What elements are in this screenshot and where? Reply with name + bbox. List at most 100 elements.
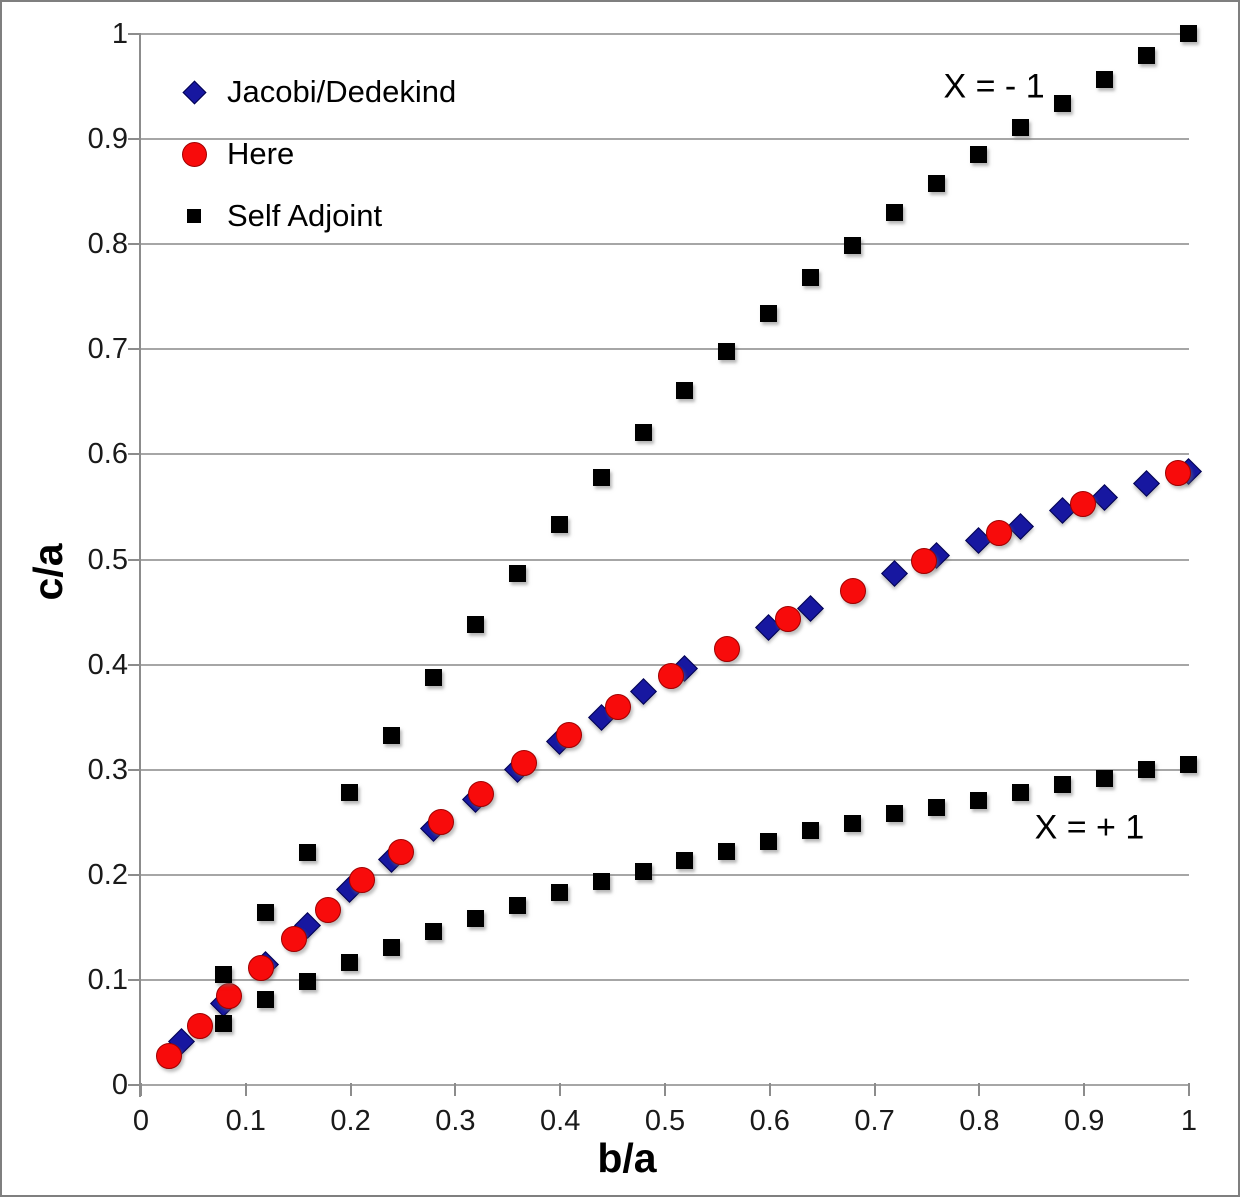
y-tick (128, 138, 141, 141)
data-point (466, 910, 484, 928)
y-tick-label: 0.9 (87, 123, 128, 156)
legend-label: Jacobi/Dedekind (227, 74, 457, 109)
y-tick (128, 978, 141, 981)
x-tick (768, 1083, 771, 1096)
data-point (886, 805, 904, 823)
y-tick (128, 873, 141, 876)
data-point (1095, 70, 1113, 88)
x-tick-label: 0.8 (959, 1105, 1000, 1137)
x-tick-label: 0.1 (225, 1105, 266, 1137)
data-point (550, 516, 568, 534)
data-point (349, 867, 376, 894)
diamond-marker-icon (171, 79, 217, 105)
data-point (555, 722, 582, 749)
data-point (424, 923, 442, 941)
data-point (881, 559, 908, 587)
x-tick (140, 1083, 142, 1096)
x-tick (1188, 1083, 1190, 1096)
data-point (314, 896, 341, 923)
data-point (592, 469, 610, 487)
x-tick (454, 1083, 457, 1096)
gridline (141, 978, 1189, 981)
data-point (281, 925, 308, 952)
data-point (215, 1014, 233, 1032)
y-tick-label: 0.5 (87, 543, 128, 576)
data-point (341, 784, 359, 802)
x-tick-label: 0.2 (330, 1105, 371, 1137)
data-point (634, 423, 652, 441)
data-point (760, 305, 778, 323)
legend-label: Self Adjoint (227, 198, 383, 233)
plot-area: Jacobi/Dedekind Here Self Adjoint X = - … (128, 24, 1202, 1097)
data-point (886, 204, 904, 222)
data-point (299, 972, 317, 990)
data-point (910, 547, 937, 574)
data-point (658, 663, 685, 690)
x-tick-label: 0.4 (540, 1105, 581, 1137)
legend-item-self-adjoint: Self Adjoint (171, 196, 456, 236)
data-point (1179, 24, 1197, 42)
data-point (1164, 460, 1191, 487)
data-point (424, 668, 442, 686)
data-point (247, 955, 274, 982)
y-tick (128, 33, 141, 35)
x-axis-title: b/a (597, 1135, 657, 1181)
y-tick-label: 0 (111, 1069, 128, 1101)
y-tick-label: 0.8 (87, 228, 128, 261)
data-point (216, 982, 243, 1009)
x-tick (349, 1083, 352, 1096)
data-point (341, 953, 359, 971)
data-point (383, 938, 401, 956)
x-tick (978, 1083, 981, 1096)
gridline (141, 138, 1189, 141)
x-tick-label: 0.7 (854, 1105, 895, 1137)
data-point (1179, 755, 1197, 773)
gridline (141, 243, 1189, 246)
data-point (839, 578, 866, 605)
legend-label: Here (227, 136, 295, 171)
data-point (215, 966, 233, 984)
y-tick-label: 0.1 (87, 963, 128, 996)
y-axis-line (139, 34, 141, 1097)
data-point (466, 616, 484, 634)
data-point (508, 564, 526, 582)
data-point (1053, 775, 1071, 793)
data-point (257, 991, 275, 1009)
y-tick (128, 663, 141, 666)
gridline (141, 558, 1189, 561)
data-point (1132, 470, 1160, 498)
gridline (141, 348, 1189, 351)
gridline (141, 33, 1189, 35)
gridline (141, 453, 1189, 456)
y-tick-label: 0.7 (87, 333, 128, 366)
legend-item-jacobi-dedekind: Jacobi/Dedekind (171, 72, 456, 112)
data-point (797, 595, 825, 623)
data-point (844, 236, 862, 254)
y-tick-label: 0.4 (87, 648, 128, 681)
data-point (718, 342, 736, 360)
data-point (383, 726, 401, 744)
data-point (969, 146, 987, 164)
chart-legend: Jacobi/Dedekind Here Self Adjoint (171, 72, 456, 258)
annotation-x-minus-1: X = - 1 (943, 67, 1045, 106)
data-point (713, 635, 740, 662)
data-point (969, 791, 987, 809)
data-point (1053, 94, 1071, 112)
data-point (718, 843, 736, 861)
data-point (592, 872, 610, 890)
y-tick (128, 348, 141, 351)
x-tick-label: 0.5 (644, 1105, 686, 1137)
x-tick-label: 0.3 (435, 1105, 476, 1137)
data-point (510, 750, 537, 777)
y-tick (128, 768, 141, 771)
x-tick-label: 0 (132, 1105, 150, 1137)
y-tick-label: 0.2 (87, 858, 128, 891)
data-point (257, 904, 275, 922)
data-point (986, 520, 1013, 547)
data-point (676, 381, 694, 399)
data-point (802, 822, 820, 840)
data-point (1011, 119, 1029, 137)
annotation-x-plus-1: X = + 1 (1034, 808, 1145, 846)
data-point (1070, 490, 1097, 517)
x-tick (664, 1083, 666, 1096)
